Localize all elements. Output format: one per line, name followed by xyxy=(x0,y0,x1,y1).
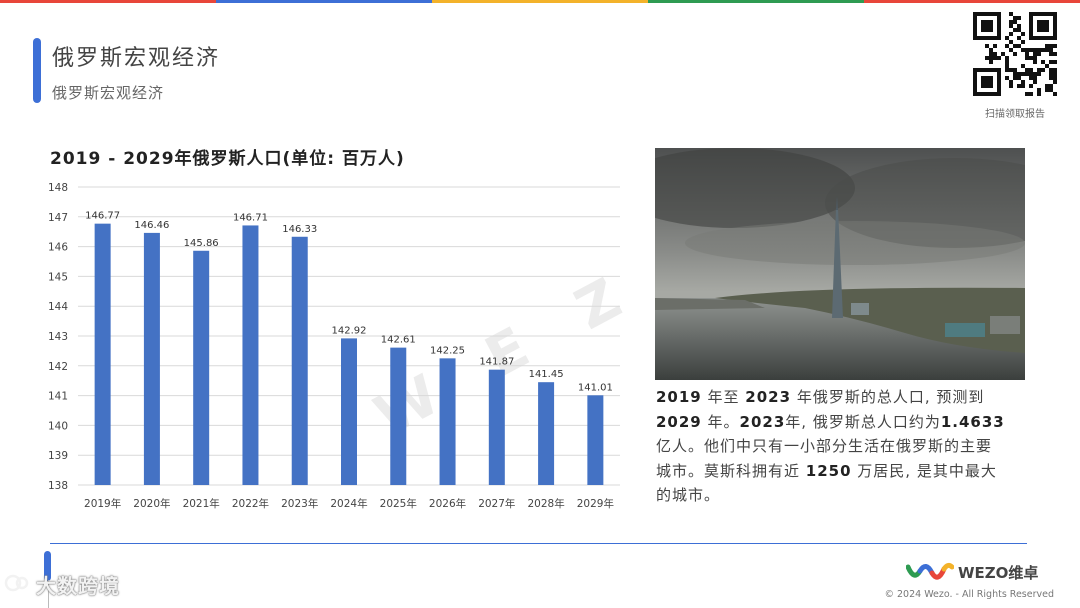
x-tick-label: 2026年 xyxy=(429,497,466,510)
qr-code-icon[interactable] xyxy=(973,12,1057,96)
description-line: 亿人。他们中只有一小部分生活在俄罗斯的主要 xyxy=(656,437,993,455)
description-text: 城市。莫斯科拥有近 xyxy=(656,461,806,480)
description-number: 1.4633 xyxy=(940,412,1005,431)
y-tick-label: 139 xyxy=(48,450,68,462)
footer-accent-bar xyxy=(44,551,51,581)
description-paragraph: 2019 年至 2023 年俄罗斯的总人口, 预测到 2029 年。2023年,… xyxy=(656,385,1036,508)
top-color-bar xyxy=(0,0,1080,3)
wezo-logo: WEZO维卓 xyxy=(906,561,1038,583)
footer-source-text: sta xyxy=(58,578,71,587)
description-text: 年至 xyxy=(701,388,746,406)
description-number: 2023 xyxy=(739,412,786,431)
top-bar-segment xyxy=(216,0,432,3)
description-line: 2019 年至 2023 年俄罗斯的总人口, 预测到 xyxy=(656,385,1036,410)
wezo-logo-icon xyxy=(906,562,954,580)
x-tick-label: 2023年 xyxy=(281,497,318,510)
y-tick-label: 148 xyxy=(48,182,68,194)
page-subtitle: 俄罗斯宏观经济 xyxy=(52,84,165,102)
bar xyxy=(341,338,357,485)
top-bar-segment xyxy=(648,0,864,3)
x-tick-label: 2029年 xyxy=(577,497,614,510)
bar-value-label: 145.86 xyxy=(184,238,219,249)
bar-value-label: 141.01 xyxy=(578,382,613,393)
x-tick-label: 2022年 xyxy=(232,497,269,510)
footer-brand: 大数跨境 xyxy=(4,570,120,599)
population-bar-chart: 138 139 140 141 142 143 144 145 146 147 148 146.77 2… xyxy=(48,182,620,510)
description-line: 城市。莫斯科拥有近 1250 万居民, 是其中最大 xyxy=(656,459,1036,484)
title-accent-bar xyxy=(33,38,41,103)
y-tick-label: 145 xyxy=(48,271,68,283)
bar xyxy=(587,395,604,485)
logo-text: WEZO维卓 xyxy=(958,563,1039,582)
y-tick-label: 143 xyxy=(48,331,68,343)
y-tick-label: 142 xyxy=(48,361,68,373)
top-bar-segment xyxy=(864,0,1080,3)
brand-text: 大数跨境 xyxy=(36,574,120,598)
bar xyxy=(488,369,505,485)
x-tick-label: 2019年 xyxy=(84,497,121,510)
y-tick-label: 138 xyxy=(48,480,68,492)
y-tick-label: 140 xyxy=(48,420,68,432)
x-tick-label: 2024年 xyxy=(330,497,367,510)
bar xyxy=(193,250,210,485)
city-skyline-photo xyxy=(655,148,1025,380)
footer-vertical-line xyxy=(48,580,49,608)
qr-caption: 扫描领取报告 xyxy=(985,109,1045,120)
description-text: 万居民, 是其中最大 xyxy=(851,461,997,480)
top-bar-segment xyxy=(432,0,648,3)
bar xyxy=(94,223,111,485)
bar-value-label: 142.25 xyxy=(430,345,465,356)
x-tick-label: 2020年 xyxy=(133,497,170,510)
bar-value-label: 142.61 xyxy=(381,335,416,346)
bar-value-label: 142.92 xyxy=(332,325,367,336)
page-title: 俄罗斯宏观经济 xyxy=(52,46,221,71)
y-tick-label: 144 xyxy=(48,301,68,313)
brand-logo-icon xyxy=(4,574,29,592)
bar xyxy=(538,382,555,485)
x-tick-label: 2027年 xyxy=(478,497,515,510)
bar-value-label: 141.87 xyxy=(479,357,514,368)
bar-value-label: 141.45 xyxy=(529,369,564,380)
bar xyxy=(439,358,456,485)
chart-title: 2019 - 2029年俄罗斯人口(单位: 百万人) xyxy=(50,149,405,169)
bar xyxy=(291,236,308,485)
bar-value-label: 146.77 xyxy=(85,211,120,222)
bar xyxy=(143,232,160,485)
description-text: 年。 xyxy=(701,412,740,431)
description-line: 的城市。 xyxy=(656,486,721,504)
description-number: 2029 xyxy=(656,412,702,431)
description-line: 2029 年。2023年, 俄罗斯总人口约为1.4633 xyxy=(656,410,1036,435)
y-tick-label: 141 xyxy=(48,391,68,403)
y-tick-label: 146 xyxy=(48,242,68,254)
footer-divider xyxy=(50,543,1027,544)
description-text: 年, 俄罗斯总人口约为 xyxy=(785,412,941,431)
bar-value-label: 146.71 xyxy=(233,212,268,223)
bar xyxy=(242,225,259,485)
x-tick-label: 2025年 xyxy=(380,497,417,510)
x-tick-label: 2021年 xyxy=(183,497,220,510)
bar-value-label: 146.33 xyxy=(282,224,317,235)
description-number: 2019 xyxy=(656,388,702,406)
description-text: 年俄罗斯的总人口, 预测到 xyxy=(791,388,985,406)
x-tick-label: 2028年 xyxy=(527,497,564,510)
copyright-text: © 2024 Wezo. - All Rights Reserved xyxy=(884,589,1054,600)
description-number: 1250 xyxy=(805,461,852,480)
description-number: 2023 xyxy=(745,388,792,406)
top-bar-segment xyxy=(0,0,216,3)
bar xyxy=(390,347,407,485)
bar-value-label: 146.46 xyxy=(134,220,169,231)
y-tick-label: 147 xyxy=(48,212,68,224)
